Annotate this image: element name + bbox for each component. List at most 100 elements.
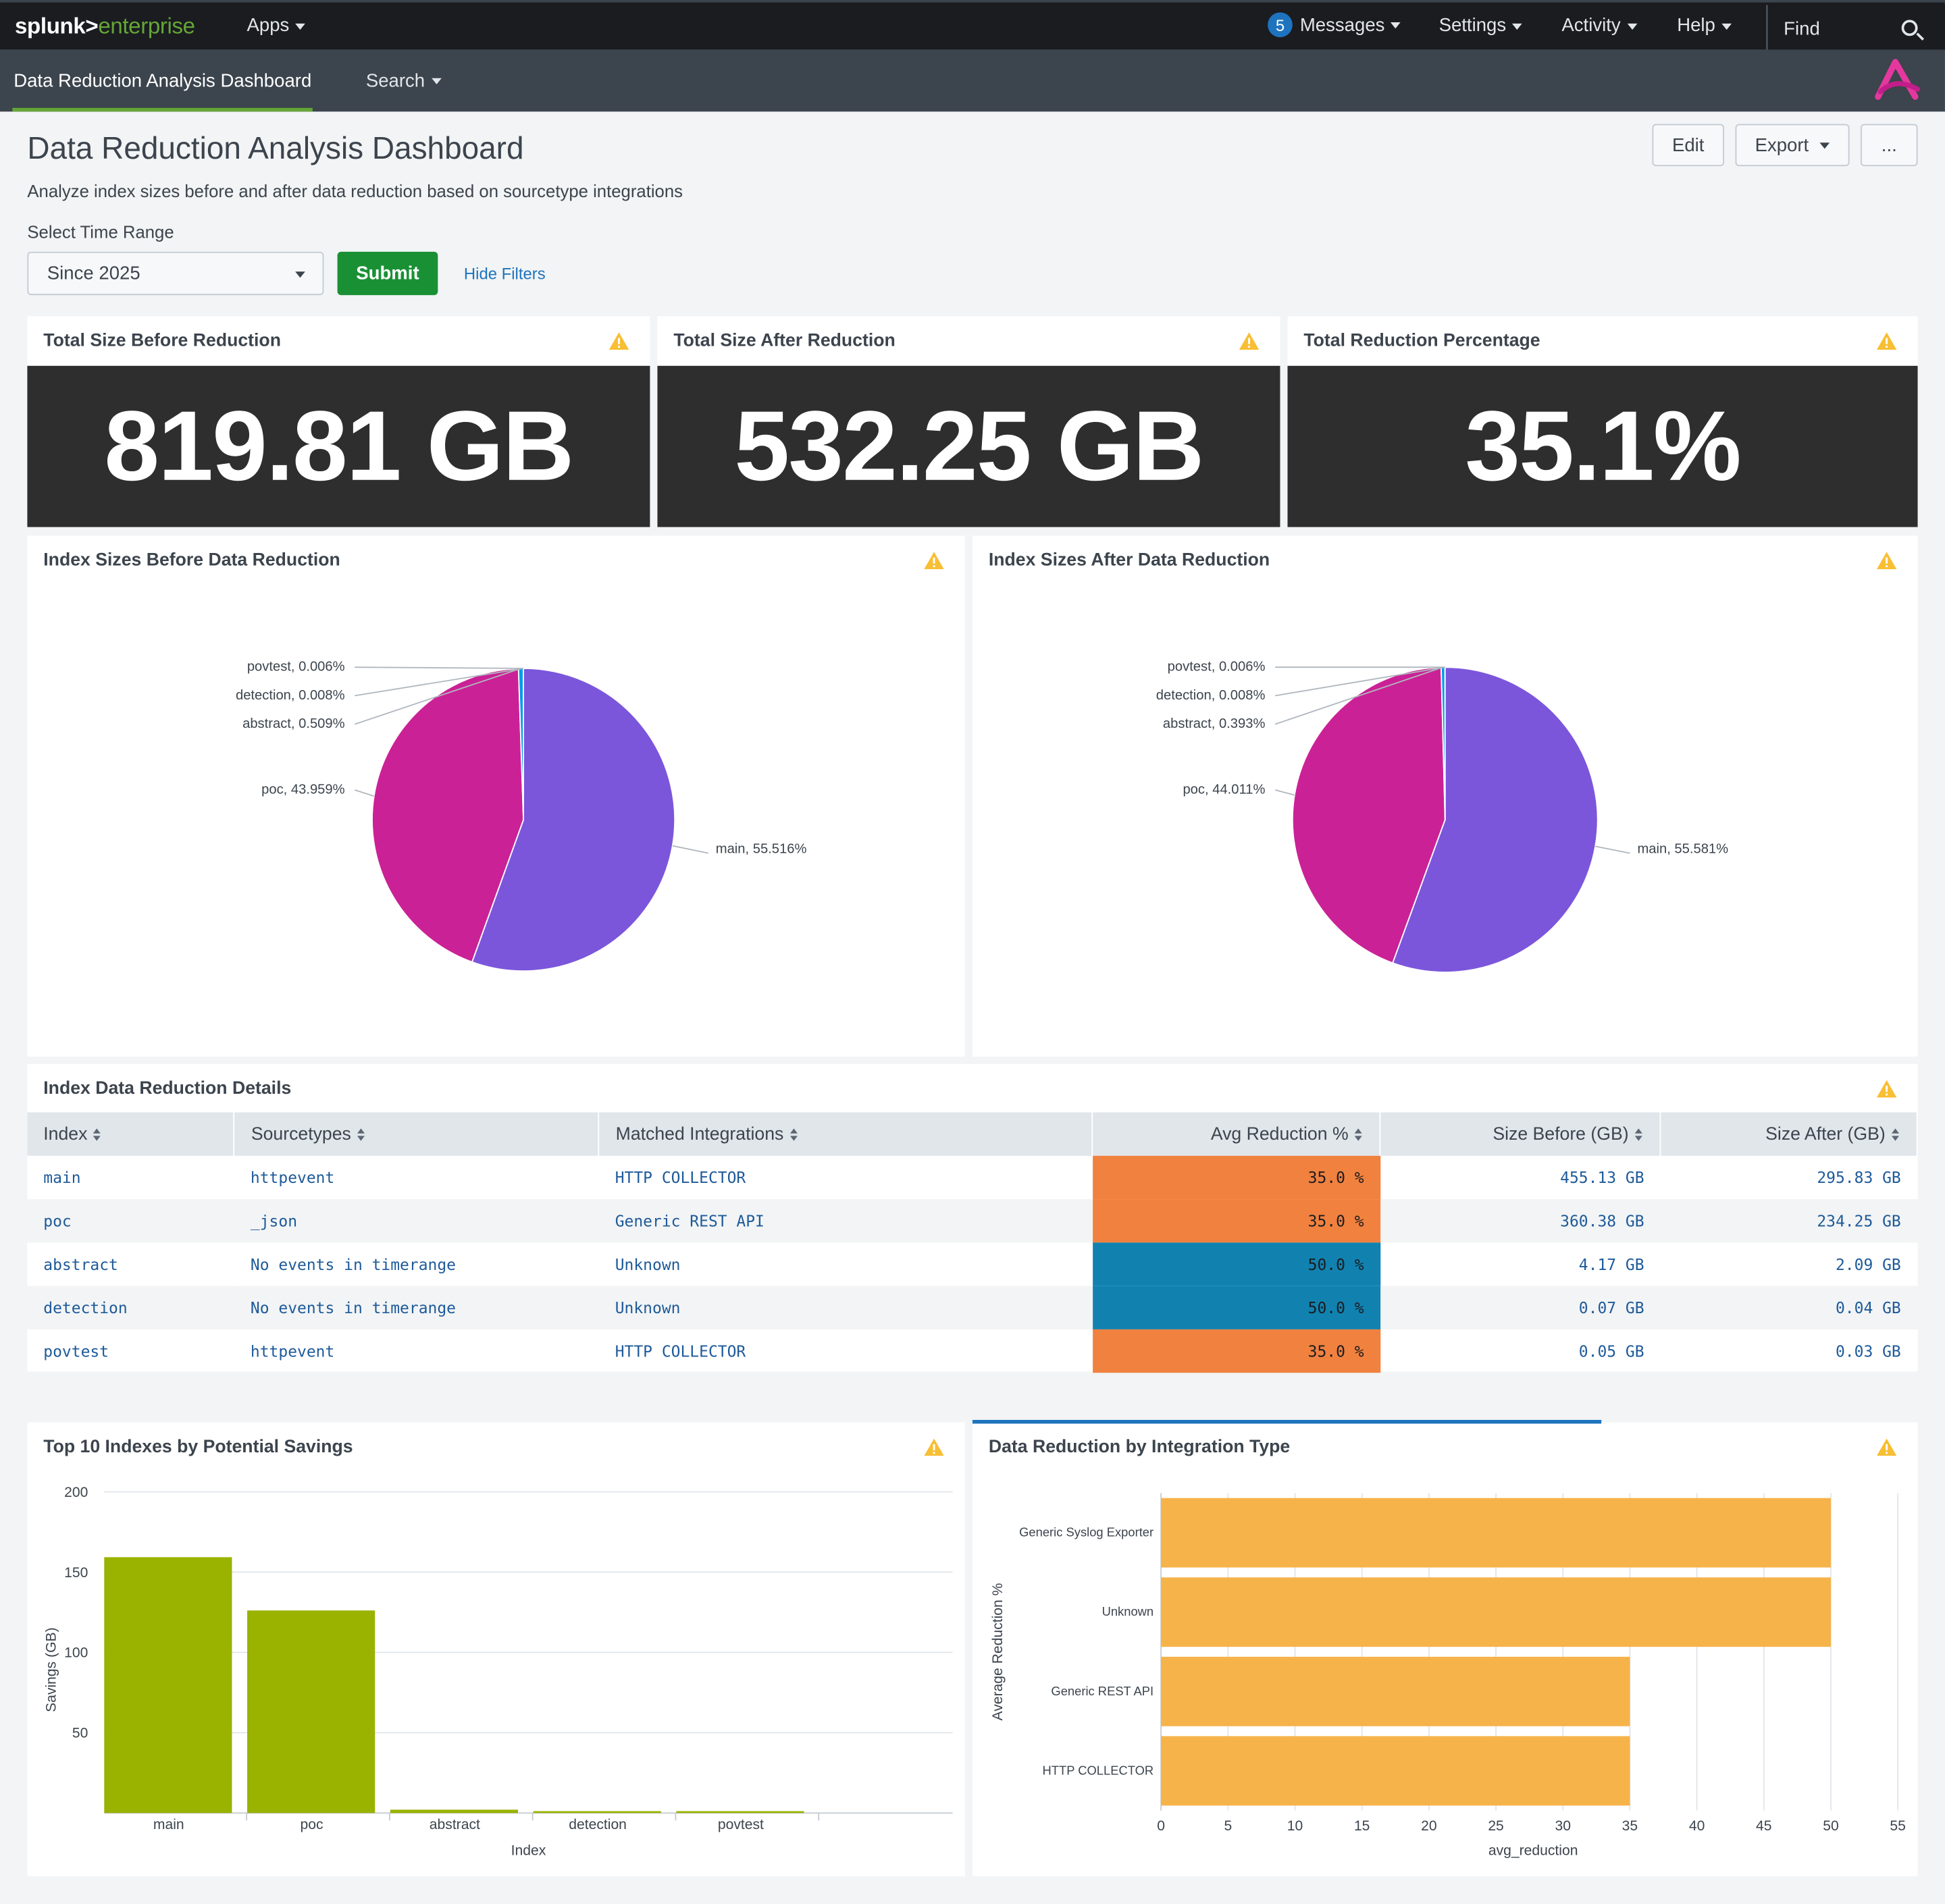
table-row[interactable]: detection No events in timerange Unknown 50… xyxy=(27,1286,1917,1329)
search-icon[interactable] xyxy=(1901,20,1918,36)
column-header-sourcetypes[interactable]: Sourcetypes xyxy=(234,1112,600,1156)
hide-filters-link[interactable]: Hide Filters xyxy=(463,264,546,283)
column-header-size-after[interactable]: Size After (GB) xyxy=(1660,1112,1918,1156)
bar-povtest[interactable] xyxy=(676,1811,804,1814)
cell-avg-reduction[interactable]: 50.0 % xyxy=(1092,1286,1380,1329)
cell-sourcetypes[interactable]: httpevent xyxy=(250,1168,335,1187)
table-row[interactable]: abstract No events in timerange Unknown 50.… xyxy=(27,1242,1917,1286)
pie-slice-main[interactable] xyxy=(1391,666,1599,973)
cell-size-after[interactable]: 234.25 GB xyxy=(1660,1199,1917,1243)
cell-size-before[interactable]: 455.13 GB xyxy=(1560,1168,1644,1187)
export-button[interactable]: Export xyxy=(1735,124,1850,167)
activity-menu[interactable]: Activity xyxy=(1561,15,1637,36)
single-value[interactable]: 532.25 GB xyxy=(657,365,1280,527)
cell-matched-integration[interactable]: Unknown xyxy=(598,1286,1093,1329)
page-description: Analyze index sizes before and after dat… xyxy=(27,181,683,201)
more-actions-button[interactable]: ... xyxy=(1861,124,1918,167)
integration-chart-panel: Data Reduction by Integration Type 0 5 10 1… xyxy=(972,1420,1918,1876)
warning-icon[interactable] xyxy=(1239,332,1260,350)
pie-slice-main[interactable] xyxy=(471,668,676,972)
tab-search[interactable]: Search xyxy=(366,49,442,111)
bar-poc[interactable] xyxy=(247,1610,375,1814)
pie-panel-before: Index Sizes Before Data Reduction main, … xyxy=(27,535,965,1057)
cell-size-after[interactable]: 0.04 GB xyxy=(1660,1286,1917,1329)
table-row[interactable]: povtest httpevent HTTP COLLECTOR 35.0 % 0.05… xyxy=(27,1329,1917,1373)
warning-icon[interactable] xyxy=(1876,552,1897,570)
bar-http-collector[interactable] xyxy=(1161,1736,1630,1806)
warning-icon[interactable] xyxy=(1876,332,1897,350)
column-header-matched-integrations[interactable]: Matched Integrations xyxy=(598,1112,1093,1156)
time-range-label: Select Time Range xyxy=(27,221,174,242)
cell-sourcetypes[interactable]: httpevent xyxy=(250,1342,335,1360)
table-row[interactable]: poc _json Generic REST API 35.0 % 360.38 GB 2… xyxy=(27,1199,1917,1243)
cell-matched-integration[interactable]: HTTP COLLECTOR xyxy=(615,1168,746,1187)
bar-main[interactable] xyxy=(104,1557,232,1814)
time-range-select[interactable]: Since 2025 xyxy=(27,251,324,296)
messages-menu[interactable]: 5 Messages xyxy=(1268,12,1401,38)
bar-generic-syslog-exporter[interactable] xyxy=(1161,1498,1831,1568)
bar-generic-rest-api[interactable] xyxy=(1161,1656,1630,1726)
pie-label-abstract: abstract, 0.393% xyxy=(1163,716,1266,731)
table-row[interactable]: main httpevent HTTP COLLECTOR 35.0 % 455.13 … xyxy=(27,1155,1917,1200)
cell-index[interactable]: detection xyxy=(27,1286,235,1329)
warning-icon[interactable] xyxy=(1876,1080,1897,1098)
single-value[interactable]: 819.81 GB xyxy=(27,365,650,527)
pie-chart-before: main, 55.516% poc, 43.959% abstract, 0.509… xyxy=(236,660,806,972)
splunk-logo[interactable]: splunk>enterprise xyxy=(15,13,195,38)
cell-index[interactable]: povtest xyxy=(43,1342,109,1360)
panel-title: Total Size After Reduction xyxy=(673,331,896,351)
bar-abstract[interactable] xyxy=(390,1809,519,1814)
single-value-panel-after: Total Size After Reduction 532.25 GB xyxy=(657,316,1280,527)
cell-avg-reduction[interactable]: 50.0 % xyxy=(1092,1242,1380,1286)
cell-sourcetypes[interactable]: No events in timerange xyxy=(250,1254,457,1274)
edit-button[interactable]: Edit xyxy=(1652,124,1725,167)
cell-index[interactable]: main xyxy=(43,1168,81,1187)
help-menu[interactable]: Help xyxy=(1677,15,1732,36)
tab-data-reduction-dashboard[interactable]: Data Reduction Analysis Dashboard xyxy=(12,49,313,112)
pie-slice-poc[interactable] xyxy=(371,668,525,963)
bar-unknown[interactable] xyxy=(1161,1577,1831,1647)
column-header-avg-reduction[interactable]: Avg Reduction % xyxy=(1092,1112,1381,1156)
cell-sourcetypes[interactable]: No events in timerange xyxy=(234,1286,599,1329)
panel-title: Data Reduction by Integration Type xyxy=(988,1437,1291,1458)
sort-icon xyxy=(1354,1128,1364,1141)
chevron-down-icon xyxy=(1721,22,1732,30)
cell-size-after[interactable]: 295.83 GB xyxy=(1817,1168,1901,1187)
cell-index[interactable]: abstract xyxy=(43,1254,118,1274)
bar-detection[interactable] xyxy=(533,1811,661,1814)
chevron-down-icon xyxy=(1819,142,1830,149)
warning-icon[interactable] xyxy=(924,1438,944,1456)
y-axis-label: Average Reduction % xyxy=(990,1583,1006,1720)
column-header-index[interactable]: Index xyxy=(27,1112,235,1156)
cell-size-before[interactable]: 4.17 GB xyxy=(1578,1254,1644,1274)
cell-matched-integration[interactable]: Unknown xyxy=(615,1254,681,1274)
cell-matched-integration[interactable]: Generic REST API xyxy=(598,1199,1093,1243)
single-value[interactable]: 35.1% xyxy=(1287,365,1918,527)
pie-panel-after: Index Sizes After Data Reduction main, 5… xyxy=(972,535,1918,1057)
find-input[interactable]: Find xyxy=(1766,5,1945,53)
cell-size-before[interactable]: 0.07 GB xyxy=(1380,1286,1661,1329)
warning-icon[interactable] xyxy=(1876,1438,1897,1456)
cell-size-before[interactable]: 360.38 GB xyxy=(1380,1199,1661,1243)
cell-avg-reduction[interactable]: 35.0 % xyxy=(1092,1329,1380,1373)
settings-menu[interactable]: Settings xyxy=(1439,15,1523,36)
cell-matched-integration[interactable]: HTTP COLLECTOR xyxy=(615,1342,746,1360)
x-tick-label: 0 xyxy=(1157,1818,1165,1834)
apps-menu[interactable]: Apps xyxy=(247,15,306,36)
submit-button[interactable]: Submit xyxy=(337,251,438,296)
y-tick-label: HTTP COLLECTOR xyxy=(1043,1763,1154,1777)
cell-size-after[interactable]: 0.03 GB xyxy=(1835,1342,1901,1360)
single-value-panel-percentage: Total Reduction Percentage 35.1% xyxy=(1287,316,1918,527)
cell-avg-reduction[interactable]: 35.0 % xyxy=(1092,1199,1380,1243)
warning-icon[interactable] xyxy=(924,552,944,570)
cell-index[interactable]: poc xyxy=(27,1199,235,1243)
page-title: Data Reduction Analysis Dashboard xyxy=(27,131,524,167)
cell-sourcetypes[interactable]: _json xyxy=(234,1199,599,1243)
pie-leader-line xyxy=(355,666,524,669)
cell-size-after[interactable]: 2.09 GB xyxy=(1835,1254,1901,1274)
column-header-size-before[interactable]: Size Before (GB) xyxy=(1380,1112,1661,1156)
cell-avg-reduction[interactable]: 35.0 % xyxy=(1092,1155,1380,1200)
cell-size-before[interactable]: 0.05 GB xyxy=(1578,1342,1644,1360)
warning-icon[interactable] xyxy=(608,332,629,350)
y-tick-label: 150 xyxy=(64,1565,88,1581)
